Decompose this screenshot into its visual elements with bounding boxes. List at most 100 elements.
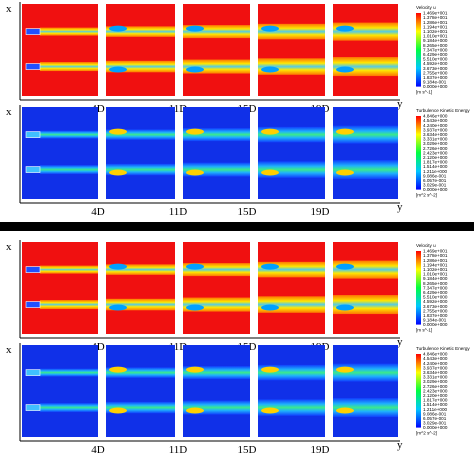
jet-core: [186, 366, 204, 373]
legend-level: 3.634e+000: [423, 132, 448, 137]
tick-label: 11D: [169, 206, 188, 218]
legend-level: 3.673e+000: [423, 304, 448, 309]
jet-core: [109, 304, 127, 311]
jet-core: [186, 263, 204, 270]
legend-level: 1.378e+001: [423, 253, 448, 258]
jet-core: [186, 128, 204, 135]
legend-title: Velocity u: [416, 243, 436, 248]
jet-core: [261, 366, 279, 373]
contour-image: [22, 242, 98, 334]
legend-level: 2.120e+000: [423, 155, 448, 160]
contour-image: [106, 242, 175, 334]
wake: [40, 368, 98, 377]
legend-level: 1.817e+000: [423, 160, 448, 165]
nozzle: [25, 131, 41, 138]
legend-level: 3.029e+000: [423, 379, 448, 384]
wake: [333, 160, 398, 180]
wake: [106, 163, 175, 176]
legend-level: 7.347e+000: [423, 47, 448, 52]
nozzle: [25, 369, 41, 376]
contour-image: [22, 107, 98, 199]
jet-core: [261, 66, 279, 73]
jet-core: [261, 128, 279, 135]
nozzle: [25, 266, 41, 273]
legend-level: 9.184e+000: [423, 276, 448, 281]
legend-level: 4.846e+000: [423, 114, 448, 119]
wake: [333, 22, 398, 41]
legend-level: 3.937e+000: [423, 365, 448, 370]
wake: [40, 403, 98, 413]
wake: [40, 130, 98, 139]
contour-image: [333, 345, 398, 437]
wake: [333, 57, 398, 77]
legend-level: 4.543e+000: [423, 356, 448, 361]
legend-level: 4.592e+000: [423, 299, 448, 304]
nozzle: [25, 28, 41, 35]
jet-core: [109, 128, 127, 135]
jet-core: [336, 66, 354, 73]
legend-level: 1.194e+001: [423, 262, 448, 267]
contour-image: [22, 345, 98, 437]
nozzle: [25, 166, 41, 173]
jet-core: [261, 407, 279, 414]
legend-level: 1.514e+000: [423, 164, 448, 169]
legend-level: 3.331e+000: [423, 137, 448, 142]
legend-level: 3.029e-001: [423, 183, 447, 188]
jet-core: [186, 25, 204, 32]
contour-image: [258, 345, 325, 437]
tick-label: 15D: [238, 444, 257, 456]
jet-core: [186, 66, 204, 73]
contour-panel: [22, 242, 398, 334]
legend-level: 1.378e+001: [423, 15, 448, 20]
separator-band: [0, 222, 474, 231]
wake: [333, 125, 398, 144]
legend-title: Turbulence Kinetic Energy: [416, 108, 470, 113]
legend-level: 1.837e+000: [423, 75, 448, 80]
legend-level: 2.120e+000: [423, 393, 448, 398]
legend-level: 4.240e+000: [423, 123, 448, 128]
nozzle: [25, 63, 41, 70]
contour-image: [183, 107, 250, 199]
legend-level: 2.423e+000: [423, 388, 448, 393]
wake: [106, 264, 175, 275]
color-bar: [416, 251, 421, 325]
wake: [40, 265, 98, 274]
color-bar: [416, 354, 421, 428]
contour-image: [258, 4, 325, 96]
legend-level: 6.429e+000: [423, 290, 448, 295]
contour-image: [183, 4, 250, 96]
wake: [106, 367, 175, 378]
legend-level: 1.837e+000: [423, 313, 448, 318]
contour-image: [333, 4, 398, 96]
legend-level: 9.184e-001: [423, 318, 447, 323]
legend-level: 8.265e+000: [423, 43, 448, 48]
legend-level: 9.184e+000: [423, 38, 448, 43]
jet-core: [261, 304, 279, 311]
y-axis-label: y: [397, 201, 403, 213]
jet-core: [109, 407, 127, 414]
legend-level: 1.010e+001: [423, 34, 448, 39]
legend-level: 1.286e+001: [423, 20, 448, 25]
x-axis-label: x: [6, 241, 12, 253]
legend-level: 3.029e+000: [423, 141, 448, 146]
legend-level: 1.102e+001: [423, 29, 448, 34]
contour-image: [258, 242, 325, 334]
legend-level: 3.937e+000: [423, 127, 448, 132]
contour-image: [106, 107, 175, 199]
legend-level: 1.194e+001: [423, 24, 448, 29]
legend-level: 3.029e-001: [423, 421, 447, 426]
color-bar: [416, 116, 421, 190]
wake: [333, 260, 398, 279]
jet-core: [109, 263, 127, 270]
legend-level: 4.846e+000: [423, 352, 448, 357]
x-axis-label: x: [6, 106, 12, 118]
legend-level: 2.423e+000: [423, 150, 448, 155]
contour-panel: [22, 4, 398, 96]
legend-level: 1.010e+001: [423, 272, 448, 277]
legend-level: 5.510e+000: [423, 57, 448, 62]
wake: [333, 363, 398, 382]
jet-core: [336, 128, 354, 135]
jet-core: [109, 25, 127, 32]
legend-level: 6.057e-001: [423, 178, 447, 183]
tick-label: 4D: [91, 206, 105, 218]
